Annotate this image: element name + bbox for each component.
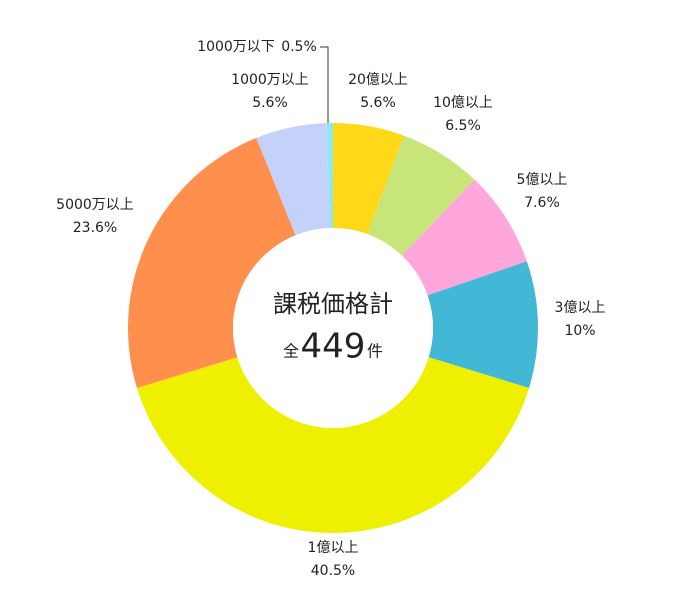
slice-value: 10% xyxy=(564,323,595,339)
slice-label: 5億以上 xyxy=(517,172,568,188)
slice-value: 5.6% xyxy=(360,95,396,111)
leader-line xyxy=(320,46,329,123)
donut-slice xyxy=(136,357,530,533)
slice-label: 1億以上 xyxy=(308,540,359,556)
slice-label: 1000万以下 xyxy=(197,39,275,55)
center-title: 課税価格計 xyxy=(273,290,393,318)
donut-slice xyxy=(401,179,527,296)
slice-label: 20億以上 xyxy=(348,72,408,88)
donut-slice xyxy=(326,123,333,229)
donut-hole xyxy=(233,228,433,428)
center-total: 449 xyxy=(301,327,366,367)
donut-slice xyxy=(427,261,538,389)
center-suffix: 件 xyxy=(367,342,383,361)
slice-value: 6.5% xyxy=(445,118,481,134)
labels: 20億以上 5.6% 10億以上 6.5% 5億以上 7.6% 3億以上 10% 1億以上 40.… xyxy=(56,39,605,579)
slice-label: 10億以上 xyxy=(433,95,493,111)
slice-value: 5.6% xyxy=(252,95,288,111)
donut-slice xyxy=(367,135,475,256)
slice-value: 7.6% xyxy=(524,195,560,211)
slice-value: 40.5% xyxy=(311,563,355,579)
slice-label: 1000万以上 xyxy=(231,72,309,88)
slice-label: 3億以上 xyxy=(555,300,606,316)
donut-slice xyxy=(128,137,296,389)
donut-slice xyxy=(333,123,404,235)
slice-value: 0.5% xyxy=(281,39,317,55)
slice-label: 5000万以上 xyxy=(56,197,134,213)
slice-value: 23.6% xyxy=(73,220,117,236)
center-prefix: 全 xyxy=(283,342,299,361)
donut-slice xyxy=(256,123,330,236)
